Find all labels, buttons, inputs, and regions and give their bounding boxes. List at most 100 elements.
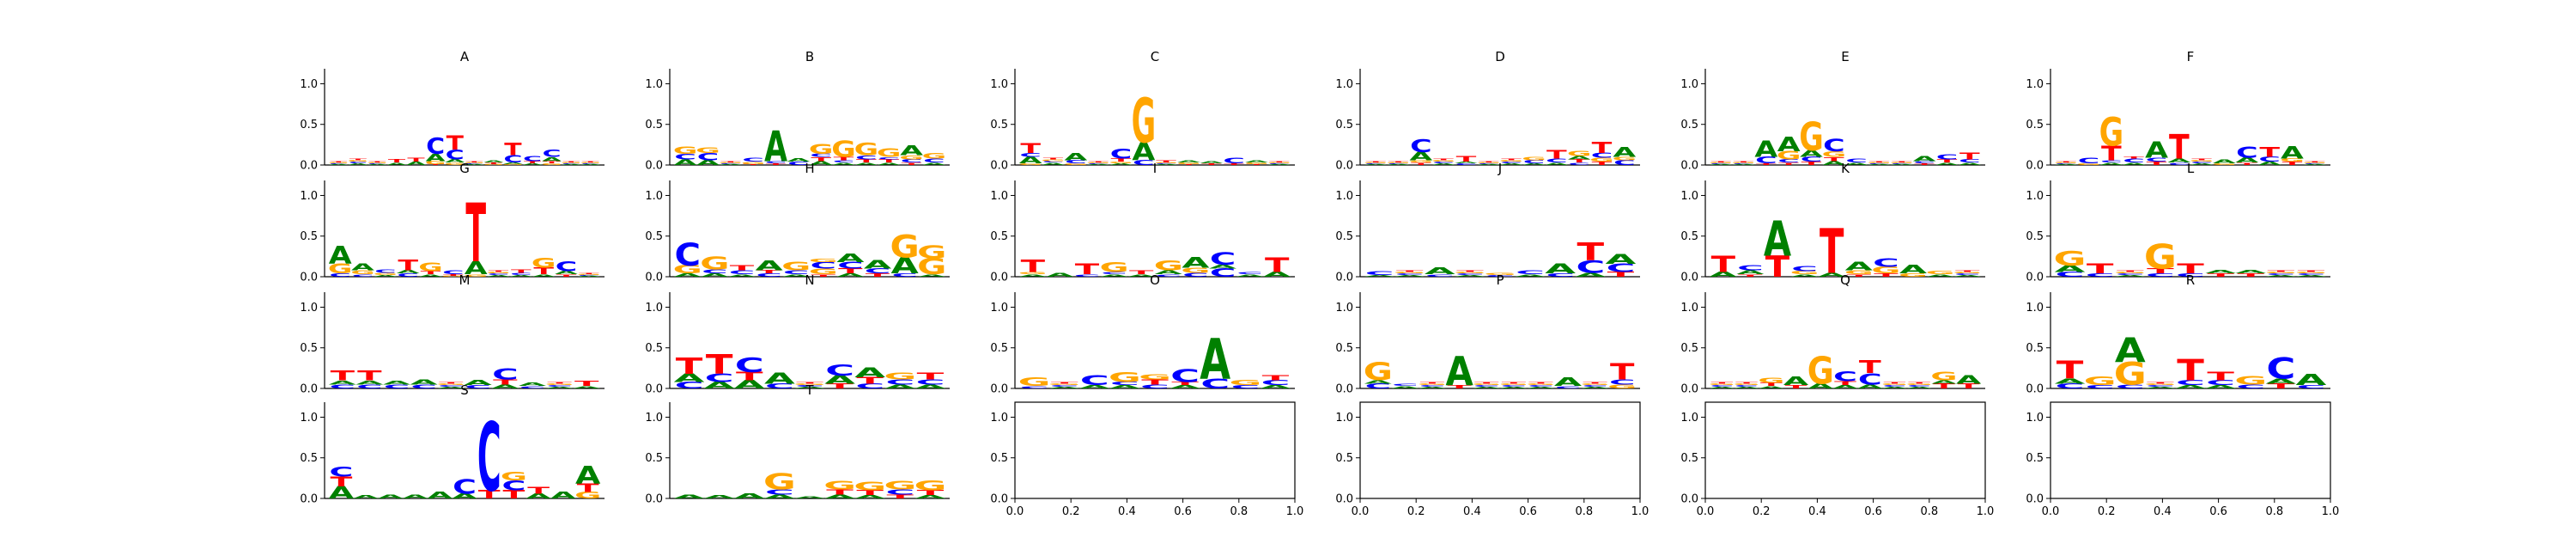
- logo-letter-t: T: [1474, 382, 1498, 384]
- logo-letter-a: A: [764, 493, 795, 500]
- logo-letter-a: A: [374, 275, 397, 278]
- logo-letter-t: T: [1043, 157, 1064, 160]
- logo-letter-t: T: [1760, 382, 1783, 388]
- logo-letter-a: A: [1808, 382, 1834, 390]
- logo-letter-g: G: [1109, 162, 1133, 164]
- logo-stack: A: [378, 493, 403, 499]
- logo-letter-g: G: [1409, 160, 1434, 164]
- logo-letter-a: A: [1868, 164, 1891, 166]
- logo-letter-c: C: [1516, 269, 1545, 276]
- logo-letter-c: C: [1155, 273, 1182, 277]
- logo-stack: CA: [787, 157, 811, 166]
- logo-letter-a: A: [1845, 260, 1873, 273]
- logo-letter-a: A: [1019, 156, 1042, 166]
- logo-letter-a: A: [1100, 273, 1127, 277]
- logo-letter-t: T: [1710, 162, 1731, 163]
- logo-letter-g: G: [922, 151, 947, 161]
- logo-letter-c: C: [543, 148, 562, 159]
- logo-letter-t: T: [1933, 382, 1955, 390]
- logo-letter-c: C: [438, 385, 465, 388]
- logo-letter-g: G: [1132, 87, 1157, 158]
- logo-letter-a: A: [674, 493, 705, 500]
- logo-letter-a: A: [1087, 164, 1110, 166]
- logo-letter-a: A: [1568, 156, 1592, 161]
- logo-stack: ATC: [329, 464, 355, 503]
- logo-letter-c: C: [1182, 272, 1209, 278]
- logo-letter-t: T: [2147, 161, 2167, 166]
- logo-letter-a: A: [577, 276, 600, 278]
- logo-letter-c: C: [1609, 378, 1636, 386]
- logo-letter-c: C: [477, 404, 501, 513]
- logo-letter-t: T: [1874, 272, 1899, 278]
- logo-letter-a: A: [2167, 157, 2191, 164]
- y-tick-label: 0.0: [1335, 493, 1353, 506]
- logo-stack: CT: [2086, 261, 2115, 278]
- axes-frame: [1359, 401, 1641, 499]
- logo-letter-c: C: [878, 156, 900, 161]
- logo-letter-t: T: [743, 164, 763, 166]
- y-tick-label: 1.0: [1680, 78, 1698, 91]
- logo-letter-c: C: [1478, 163, 1500, 165]
- logo-letter-a: A: [1425, 266, 1455, 277]
- logo-letter-a: A: [1545, 261, 1576, 277]
- logo-stack: TCG: [501, 470, 527, 501]
- logo-letter-a: A: [575, 461, 600, 490]
- y-tick-label: 0.0: [1680, 383, 1698, 396]
- panel-title: A: [460, 49, 470, 64]
- logo-letter-g: G: [741, 161, 766, 165]
- logo-letter-a: A: [1800, 149, 1823, 159]
- logo-letter-c: C: [1110, 381, 1139, 386]
- logo-letter-c: C: [2055, 163, 2077, 165]
- logo-letter-c: C: [2258, 156, 2280, 163]
- logo-letter-t: T: [676, 353, 703, 379]
- logo-stack: ACT: [2123, 156, 2147, 166]
- logo-letter-g: G: [441, 276, 466, 278]
- logo-letter-a: A: [1613, 145, 1636, 161]
- logo-stack: A: [734, 492, 765, 500]
- logo-letter-t: T: [1937, 158, 1958, 163]
- logo-stack: A: [674, 493, 705, 500]
- logo-stack: AGC: [1789, 265, 1819, 278]
- logo-stack: ATG: [418, 261, 443, 278]
- logo-stack: ATG: [823, 480, 856, 500]
- logo-letter-c: C: [1546, 157, 1568, 164]
- logo-letter-g: G: [367, 162, 387, 164]
- logo-letter-c: C: [1501, 385, 1528, 388]
- logo-letter-c: C: [504, 154, 523, 165]
- logo-letter-t: T: [856, 489, 884, 497]
- axes-frame: [1014, 401, 1296, 499]
- y-tick-label: 1.0: [300, 190, 318, 203]
- logo-letter-a: A: [1455, 162, 1478, 164]
- logo-letter-c: C: [1777, 158, 1800, 163]
- logo-letter-a: A: [1109, 384, 1141, 389]
- logo-letter-c: C: [1954, 273, 1981, 276]
- y-tick-label: 1.0: [2026, 302, 2044, 315]
- logo-letter-g: G: [823, 480, 856, 492]
- logo-letter-g: G: [809, 258, 838, 263]
- logo-letter-g: G: [1731, 162, 1756, 164]
- logo-letter-a: A: [1515, 273, 1546, 278]
- logo-stack: CG: [1018, 376, 1051, 389]
- y-tick-label: 1.0: [1335, 190, 1353, 203]
- logo-stack: TA: [2235, 269, 2267, 278]
- logo-letter-g: G: [444, 162, 465, 167]
- y-tick-label: 0.5: [300, 452, 318, 465]
- logo-letter-g: G: [1906, 383, 1933, 386]
- logo-letter-t: T: [1501, 158, 1522, 161]
- logo-stack: A: [353, 494, 378, 499]
- logo-letter-a: A: [397, 269, 421, 274]
- x-tick-label: 1.0: [2322, 505, 2340, 518]
- y-tick-label: 0.0: [300, 272, 318, 284]
- logo-letter-g: G: [2054, 247, 2087, 270]
- logo-letter-t: T: [2268, 270, 2295, 272]
- logo-letter-t: T: [838, 267, 863, 275]
- logo-letter-a: A: [810, 160, 834, 167]
